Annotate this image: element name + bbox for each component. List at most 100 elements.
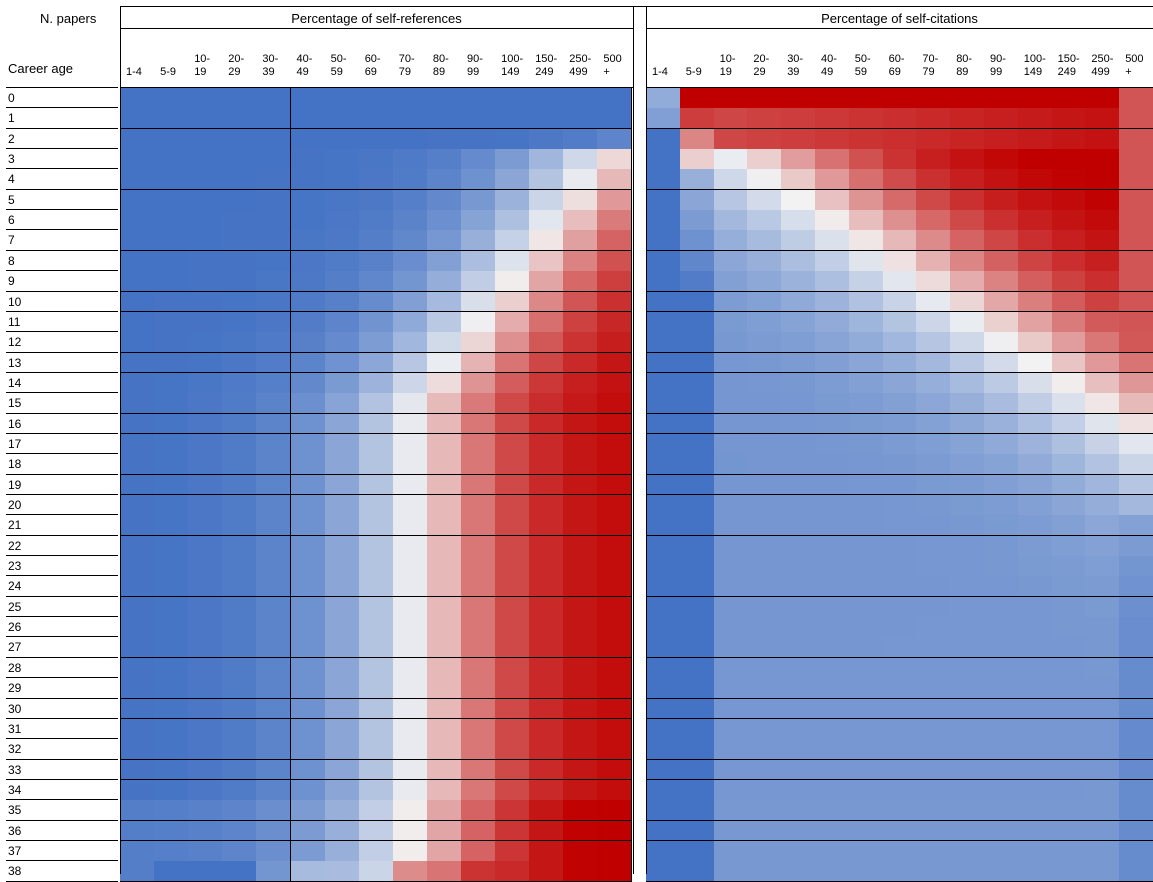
heatmap-cell	[222, 678, 258, 699]
heatmap-cell	[290, 88, 326, 109]
heatmap-cell	[154, 596, 190, 618]
row-divider	[6, 534, 118, 536]
heatmap-cell	[1119, 739, 1153, 761]
heatmap-cell	[916, 108, 952, 130]
heatmap-cell	[495, 413, 531, 435]
heatmap-cell	[290, 718, 326, 740]
heatmap-cell	[1085, 128, 1121, 150]
heatmap-cell	[529, 596, 565, 618]
heatmap-cell	[882, 556, 918, 577]
heatmap-cell	[392, 576, 428, 598]
heatmap-cell	[597, 128, 633, 150]
heatmap-cell	[848, 352, 884, 374]
heatmap-cell	[563, 149, 599, 170]
heatmap-cell	[916, 840, 952, 862]
heatmap-cell	[916, 576, 952, 598]
heatmap-cell	[1051, 128, 1087, 150]
heatmap-cell	[597, 820, 633, 842]
heatmap-cell	[781, 128, 816, 150]
heatmap-cell	[256, 576, 292, 598]
heatmap-cell	[950, 250, 985, 272]
heatmap-cell	[256, 759, 292, 781]
heatmap-cell	[1017, 637, 1053, 659]
heatmap-cell	[256, 718, 292, 740]
heatmap-cell	[597, 250, 633, 272]
heatmap-cell	[154, 433, 190, 455]
heatmap-cell	[426, 840, 462, 862]
heatmap-cell	[950, 576, 985, 598]
heatmap-cell	[529, 332, 565, 354]
heatmap-cell	[747, 759, 783, 781]
heatmap-cell	[1085, 718, 1121, 740]
heatmap-cell	[882, 250, 918, 272]
heatmap-cell	[747, 556, 783, 577]
heatmap-cell	[984, 332, 1019, 354]
heatmap-cell	[392, 739, 428, 761]
heatmap-cell	[1051, 474, 1087, 496]
heatmap-cell	[1085, 169, 1121, 191]
heatmap-cell	[529, 495, 565, 516]
row-divider	[6, 351, 118, 353]
heatmap-cell	[392, 291, 428, 313]
row-divider	[6, 412, 118, 414]
heatmap-cell	[781, 291, 816, 313]
heatmap-cell	[222, 352, 258, 374]
heatmap-cell	[324, 393, 360, 415]
heatmap-cell	[1017, 393, 1053, 415]
heatmap-cell	[1119, 271, 1153, 292]
heatmap-cell	[984, 800, 1019, 822]
heatmap-cell	[222, 454, 258, 476]
heatmap-cell	[646, 372, 681, 394]
heatmap-cell	[646, 332, 681, 354]
heatmap-cell	[1051, 739, 1087, 761]
heatmap-cell	[1085, 556, 1121, 577]
heatmap-cell	[815, 596, 850, 618]
heatmap-cell	[984, 291, 1019, 313]
heatmap-cell	[120, 515, 156, 537]
heatmap-cell	[815, 495, 850, 516]
heatmap-cell	[563, 840, 599, 862]
heatmap-cell	[950, 759, 985, 781]
heatmap-cell	[1085, 474, 1121, 496]
heatmap-cell	[882, 433, 918, 455]
heatmap-cell	[815, 108, 850, 130]
heatmap-cell	[646, 840, 681, 862]
heatmap-cell	[290, 230, 326, 252]
heatmap-cell	[597, 149, 633, 170]
heatmap-cell	[646, 759, 681, 781]
heatmap-cell	[916, 189, 952, 211]
heatmap-cell	[461, 495, 497, 516]
heatmap-cell	[679, 149, 715, 170]
heatmap-cell	[646, 169, 681, 191]
heatmap-cell	[154, 372, 190, 394]
heatmap-cell	[882, 474, 918, 496]
col-header-label: Career age	[8, 61, 74, 76]
heatmap-cell	[713, 759, 749, 781]
heatmap-cell	[984, 474, 1019, 496]
heatmap-cell	[950, 637, 985, 659]
heatmap-cell	[529, 271, 565, 292]
heatmap-cell	[461, 474, 497, 496]
heatmap-cell	[597, 332, 633, 354]
row-divider	[6, 555, 118, 557]
heatmap-cell	[1017, 474, 1053, 496]
heatmap-cell	[1085, 454, 1121, 476]
heatmap-cell	[495, 820, 531, 842]
heatmap-cell	[747, 311, 783, 333]
heatmap-cell	[882, 372, 918, 394]
heatmap-cell	[256, 454, 292, 476]
row-divider	[6, 880, 118, 882]
heatmap-cell	[188, 840, 224, 862]
heatmap-cell	[426, 535, 462, 557]
heatmap-cell	[563, 210, 599, 231]
heatmap-cell	[984, 698, 1019, 720]
heatmap-cell	[290, 210, 326, 231]
row-label: 2	[8, 131, 15, 146]
heatmap-cell	[950, 230, 985, 252]
heatmap-cell	[597, 840, 633, 862]
row-divider	[6, 697, 118, 699]
heatmap-cell	[747, 454, 783, 476]
heatmap-cell	[597, 271, 633, 292]
heatmap-cell	[461, 535, 497, 557]
heatmap-cell	[392, 698, 428, 720]
